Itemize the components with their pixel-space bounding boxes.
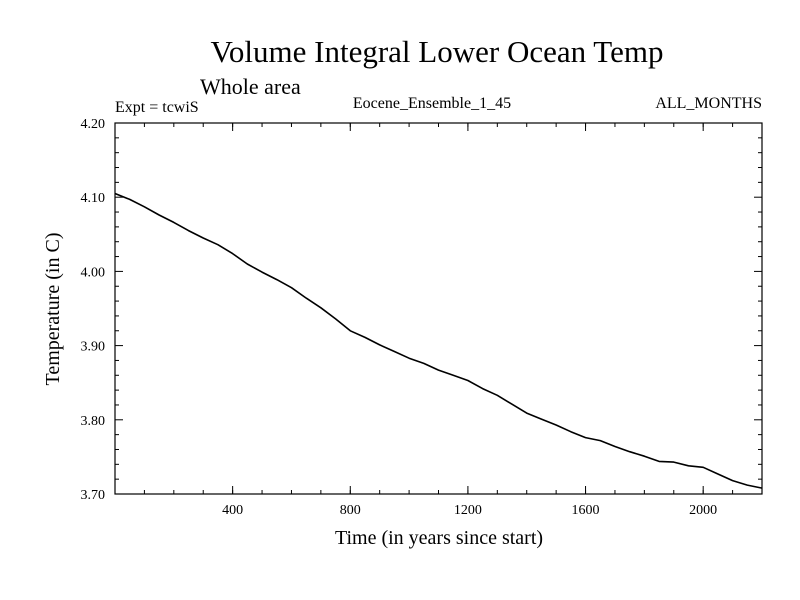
y-tick-label: 4.20 (81, 117, 106, 132)
x-tick-label: 400 (222, 503, 243, 518)
x-tick-label: 1200 (454, 503, 482, 518)
ensemble-label: Eocene_Ensemble_1_45 (353, 95, 511, 112)
y-tick-label: 3.70 (81, 488, 106, 503)
chart-title: Volume Integral Lower Ocean Temp (211, 34, 664, 69)
y-tick-label: 4.10 (81, 191, 106, 206)
months-label: ALL_MONTHS (655, 95, 762, 112)
x-tick-label: 2000 (689, 503, 717, 518)
experiment-label: Expt = tcwiS (115, 99, 199, 116)
x-tick-label: 800 (340, 503, 361, 518)
x-tick-label: 1600 (572, 503, 600, 518)
y-tick-label: 3.90 (81, 340, 106, 355)
y-tick-label: 4.00 (81, 265, 106, 280)
y-axis-label: Temperature (in C) (42, 233, 64, 386)
chart-subtitle: Whole area (200, 74, 301, 99)
y-tick-label: 3.80 (81, 414, 106, 429)
plot-frame (114, 122, 763, 495)
temperature-series-line (114, 192, 763, 489)
x-axis-label: Time (in years since start) (335, 527, 543, 549)
